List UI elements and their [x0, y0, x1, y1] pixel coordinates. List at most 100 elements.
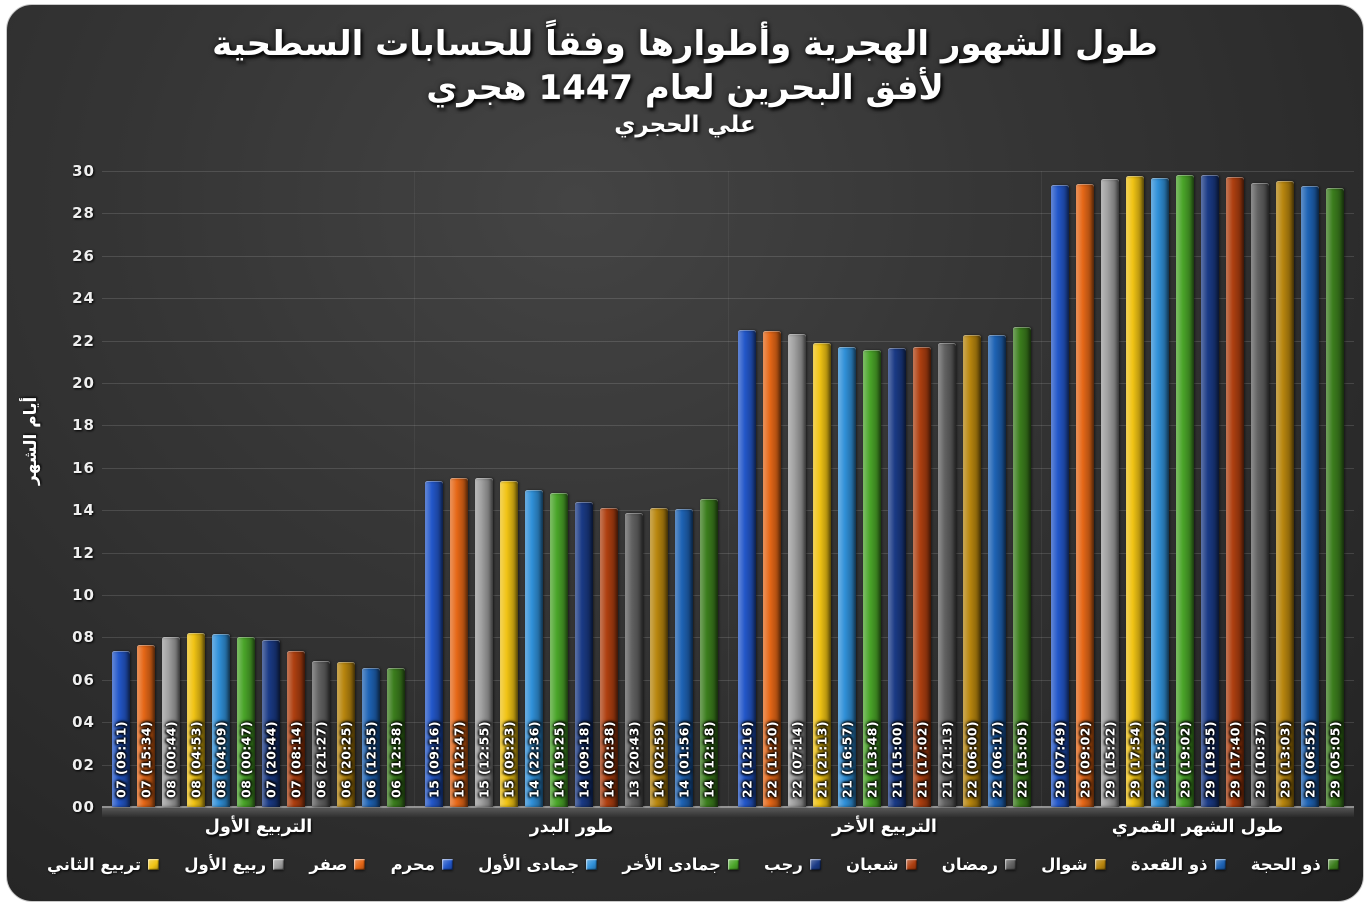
gridline	[102, 340, 1354, 342]
legend-label: محرم	[390, 855, 436, 874]
bar-value-label: 29 (19:55)	[1202, 721, 1218, 798]
bar: 07 (09:11)	[111, 650, 130, 807]
legend-marker	[273, 859, 285, 870]
chart-frame: طول الشهور الهجرية وأطوارها وفقاً للحساب…	[6, 4, 1364, 902]
bar: 14 (09:18)	[574, 501, 593, 807]
legend-label: رجب	[764, 855, 803, 874]
bar-value-label: 06 (12:55)	[363, 721, 379, 798]
legend-label: ذو الحجة	[1250, 855, 1321, 874]
bar: 29 (19:55)	[1201, 174, 1220, 807]
bar: 06 (12:55)	[361, 668, 380, 807]
legend-marker	[1094, 859, 1106, 870]
bar-value-label: 29 (17:40)	[1227, 721, 1243, 798]
y-tick-label: 20	[72, 374, 95, 392]
bar: 06 (20:25)	[336, 661, 355, 807]
bar-value-label: 29 (10:37)	[1252, 721, 1268, 798]
bar: 21 (13:48)	[863, 349, 882, 807]
bar: 29 (10:37)	[1251, 182, 1270, 807]
bar-value-label: 22 (12:16)	[739, 721, 755, 798]
y-tick-label: 02	[72, 755, 95, 774]
bar: 21 (16:57)	[838, 346, 857, 807]
y-tick-label: 04	[72, 713, 95, 732]
bar-value-label: 06 (21:27)	[313, 721, 329, 798]
legend: تربيع الثاني ربيع الأول صفر محرم جمادى الأول…	[47, 855, 1339, 874]
bar: 14 (22:36)	[524, 490, 543, 807]
x-axis-baseline	[102, 806, 1354, 808]
bar: 13 (20:43)	[624, 513, 643, 807]
bar-value-label: 21 (16:57)	[839, 721, 855, 798]
y-tick-label: 10	[72, 586, 95, 604]
category-label: التربيع الأول	[204, 817, 313, 837]
legend-item: ربيع الأول	[184, 855, 285, 874]
gridline	[102, 552, 1354, 554]
gridline	[102, 425, 1354, 427]
bar: 21 (17:02)	[913, 346, 932, 807]
bar-value-label: 21 (13:48)	[864, 721, 880, 798]
bar-value-label: 07 (09:11)	[113, 721, 129, 798]
bar: 29 (13:03)	[1276, 180, 1295, 807]
category-label: طور البدر	[529, 817, 614, 837]
bar: 08 (00:44)	[161, 636, 180, 807]
legend-item: ذو القعدة	[1131, 855, 1226, 874]
chart-title-line2: لأفق البحرين لعام 1447 هجري	[426, 67, 944, 108]
gridline	[102, 510, 1354, 512]
legend-marker	[1005, 859, 1017, 870]
y-tick-label: 22	[72, 331, 95, 350]
bar-value-label: 06 (12:58)	[388, 721, 404, 798]
y-tick-label: 24	[72, 289, 95, 308]
gridline	[102, 467, 1354, 469]
chart-title-block: طول الشهور الهجرية وأطوارها وفقاً للحساب…	[7, 23, 1363, 138]
chart-title-line3: علي الحجري	[614, 112, 756, 139]
legend-marker	[1327, 859, 1339, 870]
legend-item: جمادى الأول	[478, 855, 598, 874]
bar-value-label: 21 (15:00)	[889, 721, 905, 798]
bar: 22 (07:14)	[788, 334, 807, 807]
y-tick-label: 18	[72, 416, 95, 435]
bar: 14 (02:38)	[599, 507, 618, 807]
bar-value-label: 29 (13:03)	[1277, 721, 1293, 798]
bar: 06 (21:27)	[311, 660, 330, 807]
bar: 22 (11:20)	[763, 330, 782, 807]
bar: 07 (20:44)	[261, 640, 280, 807]
bar-value-label: 14 (22:36)	[526, 721, 542, 798]
bar-value-label: 29 (09:02)	[1077, 721, 1093, 798]
gridline	[102, 764, 1354, 766]
bar-value-label: 22 (15:05)	[1014, 721, 1030, 798]
y-tick-label: 30	[72, 162, 95, 180]
bar-value-label: 15 (09:16)	[426, 721, 442, 798]
bar: 06 (12:58)	[386, 668, 405, 807]
bar: 14 (12:18)	[699, 499, 718, 807]
bar-value-label: 08 (00:47)	[238, 721, 254, 798]
legend-item: رمضان	[942, 855, 1017, 874]
legend-marker	[148, 859, 160, 870]
bar: 29 (15:30)	[1151, 178, 1170, 807]
bar: 29 (06:52)	[1301, 186, 1320, 807]
bar: 15 (12:55)	[474, 477, 493, 807]
gridline	[102, 722, 1354, 724]
gridline	[102, 255, 1354, 257]
y-axis-title: أيام الشهر	[21, 396, 41, 485]
bar: 08 (04:09)	[211, 633, 230, 807]
bar-group: 07 (09:11) 07 (15:34) 08 (00:44) 08 (04:53)…	[102, 171, 416, 807]
bar: 29 (07:49)	[1051, 185, 1070, 807]
bar-value-label: 14 (19:25)	[551, 721, 567, 798]
bar-value-label: 08 (04:53)	[188, 721, 204, 798]
bar-value-label: 14 (02:59)	[651, 721, 667, 798]
bar-value-label: 08 (00:44)	[163, 721, 179, 798]
bar: 22 (15:05)	[1013, 327, 1032, 807]
legend-item: تربيع الثاني	[47, 855, 160, 874]
gridline	[102, 298, 1354, 300]
bar-value-label: 13 (20:43)	[626, 721, 642, 798]
bar-value-label: 22 (07:14)	[789, 721, 805, 798]
bar: 29 (15:22)	[1101, 178, 1120, 807]
gridline	[102, 637, 1354, 639]
legend-marker	[905, 859, 917, 870]
bar-value-label: 29 (05:05)	[1327, 721, 1343, 798]
bar: 21 (21:13)	[813, 343, 832, 807]
legend-label: شوال	[1041, 855, 1088, 874]
legend-label: جمادى الأول	[478, 855, 580, 874]
bar: 14 (02:59)	[649, 507, 668, 807]
bar: 29 (05:05)	[1326, 187, 1345, 807]
y-tick-label: 14	[72, 501, 95, 520]
legend-item: شوال	[1041, 855, 1106, 874]
